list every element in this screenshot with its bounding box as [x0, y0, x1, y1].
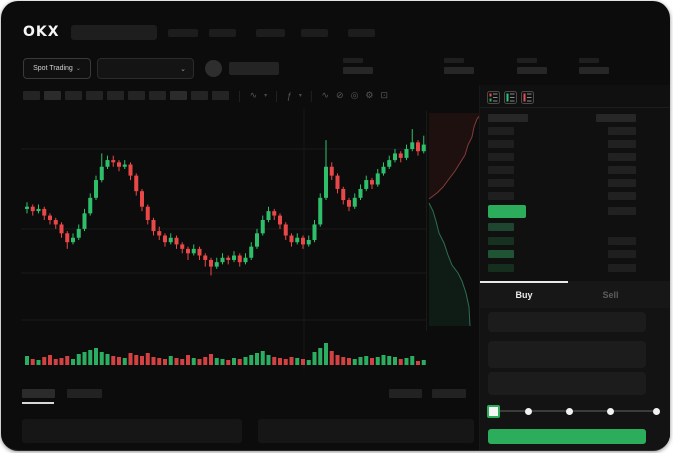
timeframe-button[interactable] — [149, 91, 166, 100]
bottom-action[interactable] — [389, 389, 422, 398]
candlestick-chart[interactable] — [21, 109, 426, 375]
bid-row-amount[interactable] — [608, 264, 636, 272]
stat-label — [517, 58, 537, 63]
stat-value — [517, 67, 547, 74]
orders-panel — [22, 419, 242, 443]
timeframe-button[interactable] — [212, 91, 229, 100]
bid-row-price[interactable] — [488, 223, 514, 231]
divider: │ — [237, 90, 243, 101]
nav-item[interactable] — [256, 29, 285, 37]
ask-row-amount[interactable] — [608, 166, 636, 174]
last-price-badge[interactable] — [488, 205, 526, 218]
stat-value — [579, 67, 609, 74]
ask-row-amount[interactable] — [608, 140, 636, 148]
buy-submit-button[interactable] — [488, 429, 646, 444]
ask-row-amount[interactable] — [608, 153, 636, 161]
timeframe-button[interactable] — [86, 91, 103, 100]
slider-step-dot-4[interactable] — [653, 408, 660, 415]
bottom-tab[interactable] — [22, 389, 55, 398]
ask-row-price[interactable] — [488, 140, 514, 148]
orderbook-both-view-icon[interactable] — [487, 91, 500, 104]
ask-row-price[interactable] — [488, 166, 514, 174]
chart-settings-icon[interactable]: ⚙ — [365, 90, 374, 100]
order-input-3[interactable] — [488, 372, 646, 395]
line-tools-icon[interactable]: ∿ — [321, 90, 330, 100]
bottom-action[interactable] — [432, 389, 466, 398]
timeframe-button[interactable] — [107, 91, 124, 100]
stat-label — [444, 58, 464, 63]
stat-value — [444, 67, 474, 74]
divider: │ — [274, 90, 280, 101]
nav-item[interactable] — [168, 29, 198, 37]
market-mode-dropdown[interactable]: Spot Trading ⌄ — [23, 58, 91, 79]
last-price-amount — [608, 207, 636, 215]
order-input-2[interactable] — [488, 341, 646, 368]
nav-item[interactable] — [348, 29, 375, 37]
stat-label — [343, 58, 363, 63]
chart-toolbar: │ ∿ ▾ │ ƒ ▾ │ ∿ ⊘ ◎ ⚙ ⊡ — [237, 89, 388, 102]
bid-row-price[interactable] — [488, 250, 514, 258]
orderbook-header-right — [596, 114, 636, 122]
timeframe-button[interactable] — [44, 91, 61, 100]
divider — [480, 107, 670, 108]
ask-row-price[interactable] — [488, 127, 514, 135]
stat-value — [343, 67, 373, 74]
bid-row-price[interactable] — [488, 237, 514, 245]
candle-style-chevron-icon[interactable]: ▾ — [264, 93, 268, 99]
tab-sell[interactable]: Sell — [602, 289, 619, 300]
bid-row-amount[interactable] — [608, 250, 636, 258]
candle-style-icon[interactable]: ∿ — [249, 90, 258, 100]
ask-row-price[interactable] — [488, 192, 514, 200]
search-input[interactable] — [71, 25, 157, 40]
indicators-chevron-icon[interactable]: ▾ — [298, 93, 302, 99]
orderbook-panel: Buy Sell — [479, 85, 670, 450]
orderbook-asks-view-icon[interactable] — [521, 91, 534, 104]
bottom-tab-active-underline — [22, 402, 54, 404]
orderbook-header-left — [488, 114, 528, 122]
timeframe-button[interactable] — [128, 91, 145, 100]
okx-logo[interactable]: OKX — [23, 24, 60, 40]
chevron-down-icon: ⌄ — [180, 65, 186, 73]
orders-panel — [258, 419, 474, 443]
tab-buy[interactable]: Buy — [515, 289, 533, 300]
coin-icon — [205, 60, 222, 77]
stat-label — [579, 58, 599, 63]
timeframe-button[interactable] — [191, 91, 208, 100]
active-tab-underline — [480, 281, 568, 283]
nav-item[interactable] — [301, 29, 328, 37]
timeframe-button[interactable] — [23, 91, 40, 100]
market-mode-label: Spot Trading — [33, 65, 73, 72]
compare-icon[interactable]: ⊘ — [336, 90, 344, 100]
amount-slider-track[interactable] — [492, 410, 657, 412]
nav-item[interactable] — [209, 29, 236, 37]
ask-row-price[interactable] — [488, 153, 514, 161]
bid-row-amount[interactable] — [608, 237, 636, 245]
pair-name-placeholder — [229, 62, 279, 75]
snapshot-icon[interactable]: ◎ — [350, 90, 359, 100]
bid-row-price[interactable] — [488, 264, 514, 272]
bottom-tab[interactable] — [67, 389, 102, 398]
chevron-down-icon: ⌄ — [75, 66, 81, 72]
indicators-icon[interactable]: ƒ — [286, 90, 292, 101]
pair-select-dropdown[interactable]: ⌄ — [97, 58, 194, 79]
slider-step-dot-1[interactable] — [525, 408, 532, 415]
slider-step-dot-2[interactable] — [566, 408, 573, 415]
ask-row-price[interactable] — [488, 179, 514, 187]
fullscreen-icon[interactable]: ⊡ — [380, 90, 389, 100]
ask-row-amount[interactable] — [608, 192, 636, 200]
slider-step-dot-3[interactable] — [607, 408, 614, 415]
divider: │ — [308, 90, 315, 101]
trade-tabs: Buy Sell — [480, 281, 670, 308]
ask-row-amount[interactable] — [608, 179, 636, 187]
ask-row-amount[interactable] — [608, 127, 636, 135]
timeframe-button[interactable] — [170, 91, 187, 100]
order-input-1[interactable] — [488, 312, 646, 332]
timeframe-button[interactable] — [65, 91, 82, 100]
depth-chart[interactable] — [426, 111, 482, 331]
amount-slider-handle[interactable] — [487, 405, 500, 418]
orderbook-bids-view-icon[interactable] — [504, 91, 517, 104]
